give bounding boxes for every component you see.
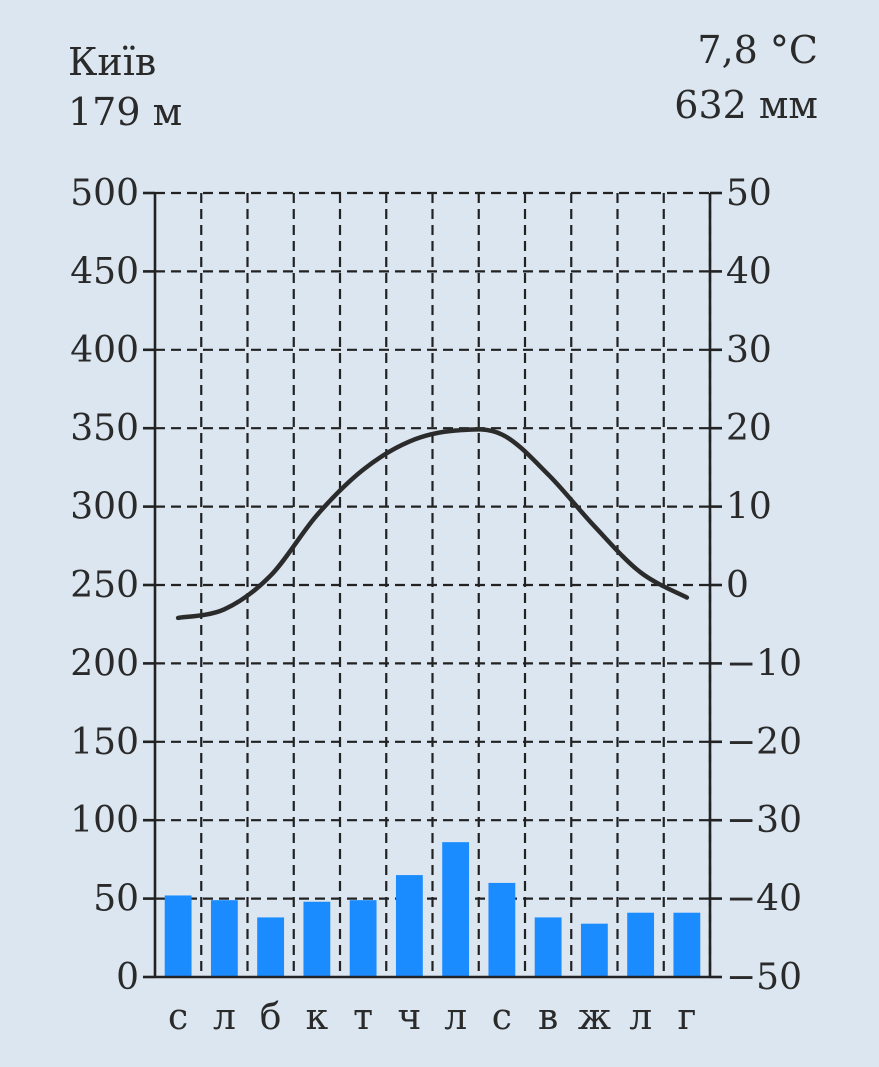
month-label: в [538,997,558,1038]
precipitation-bar [488,882,516,978]
left-tick-label: 50 [93,879,139,920]
right-tick-label: 0 [726,565,749,606]
city-name: Київ [68,40,156,84]
left-tick-label: 450 [70,251,139,292]
month-label: к [306,997,329,1038]
left-tick-label: 0 [116,957,139,998]
precipitation-bar [164,895,192,978]
left-tick-label: 250 [70,565,139,606]
grid [155,191,712,977]
right-tick-label: 10 [726,487,772,528]
right-tick-label: −30 [726,800,802,841]
axes [143,191,722,979]
mean-temperature: 7,8 °C [697,28,818,72]
precipitation-bar [580,923,608,978]
month-label: с [492,997,512,1038]
city-altitude: 179 м [68,90,182,134]
right-tick-label: −40 [726,879,802,920]
precipitation-bar [349,900,377,978]
right-tick-label: −50 [726,957,802,998]
temperature-line-layer [175,427,690,621]
month-label: л [213,997,236,1038]
labels: 050100150200250300350400450500−50−40−30−… [70,173,802,1038]
precipitation-bars [164,842,701,978]
right-tick-label: 30 [726,330,772,371]
left-tick-label: 300 [70,487,139,528]
precipitation-bar [627,912,655,978]
precipitation-bar [534,917,562,978]
month-label: т [353,997,373,1038]
left-tick-label: 200 [70,643,139,684]
right-tick-label: −20 [726,722,802,763]
month-label: б [260,997,282,1038]
right-tick-label: 40 [726,251,772,292]
left-tick-label: 400 [70,330,139,371]
annual-precipitation: 632 мм [674,83,818,127]
precipitation-bar [210,900,238,978]
left-tick-label: 350 [70,408,139,449]
month-label: ч [397,997,421,1038]
precipitation-bar [303,901,331,978]
month-label: л [444,997,467,1038]
precipitation-bar [257,917,285,978]
right-tick-label: 20 [726,408,772,449]
month-label: г [677,997,696,1038]
precipitation-bar [442,842,470,978]
right-tick-label: −10 [726,643,802,684]
precipitation-bar [395,875,423,978]
left-tick-label: 100 [70,800,139,841]
month-label: л [629,997,652,1038]
month-label: ж [578,997,611,1038]
left-tick-label: 150 [70,722,139,763]
left-tick-label: 500 [70,173,139,214]
precipitation-bar [673,912,701,978]
right-tick-label: 50 [726,173,772,214]
temperature-line [175,427,690,621]
month-label: с [168,997,188,1038]
